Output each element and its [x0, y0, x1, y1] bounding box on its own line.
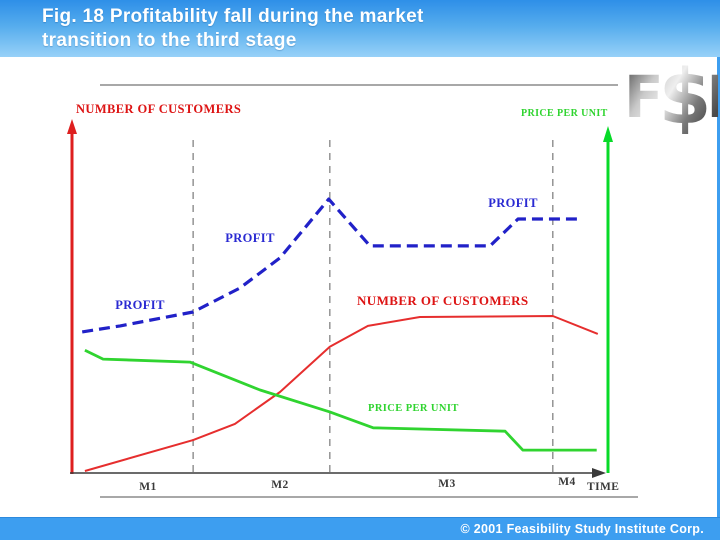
top-divider-rule [100, 84, 618, 86]
slide-title-line2: transition to the third stage [42, 29, 297, 51]
logo-dollar-glyph: $ [659, 55, 707, 134]
profit-label-2: PROFIT [225, 231, 275, 245]
copyright-text: © 2001 Feasibility Study Institute Corp. [460, 522, 704, 536]
footer-bar: © 2001 Feasibility Study Institute Corp. [0, 517, 720, 540]
logo-letter-f: F [624, 63, 659, 131]
left-axis-title: NUMBER OF CUSTOMERS [76, 102, 241, 116]
profit-label-1: PROFIT [115, 298, 165, 312]
x-axis-arrow-icon [592, 468, 606, 478]
right-axis-title: PRICE PER UNIT [521, 108, 608, 119]
price-per-unit-line [84, 348, 597, 452]
tick-m1: M1 [139, 481, 156, 493]
fsi-logo: F$I [624, 55, 718, 134]
time-label: TIME [587, 481, 619, 493]
left-axis-arrow-icon [67, 119, 77, 134]
slide-title-line1: Fig. 18 Profitability fall during the ma… [42, 6, 424, 27]
logo-letter-i: I [707, 63, 718, 131]
customers-curve-label: NUMBER OF CUSTOMERS [357, 293, 529, 308]
tick-m4: M4 [558, 476, 575, 488]
slide-title: Fig. 18 Profitability fall during the ma… [42, 5, 424, 52]
bottom-divider-rule [100, 496, 638, 498]
number-of-customers-line [84, 315, 599, 472]
profit-label-3: PROFIT [488, 196, 538, 210]
right-axis-arrow-icon [603, 126, 613, 142]
tick-m2: M2 [271, 479, 288, 491]
tick-m3: M3 [438, 478, 455, 490]
fsi-logo-text: F$I [624, 55, 718, 134]
price-curve-label: PRICE PER UNIT [368, 403, 459, 414]
title-bar: Fig. 18 Profitability fall during the ma… [0, 0, 720, 57]
right-edge-strip [717, 0, 720, 540]
profit-line [81, 197, 577, 334]
